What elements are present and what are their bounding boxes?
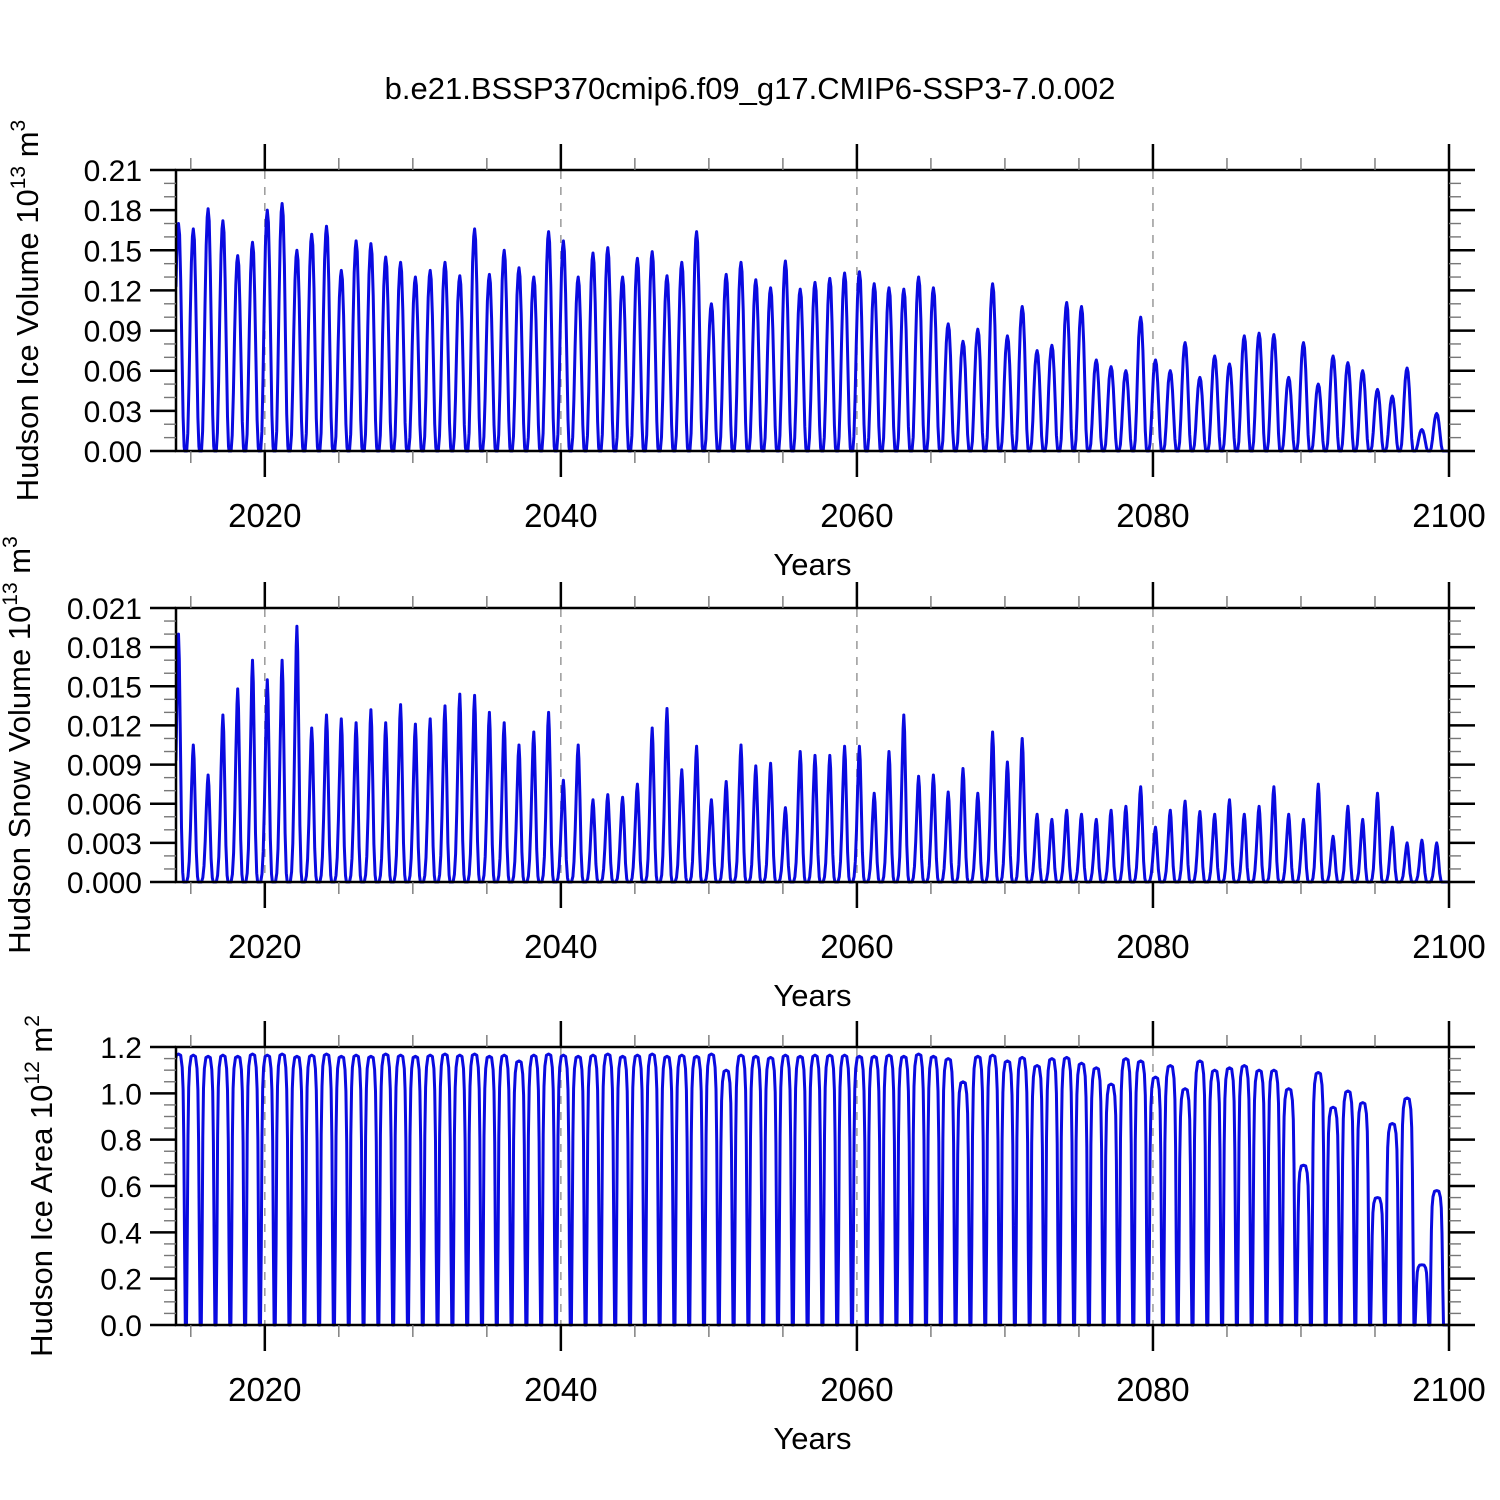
y-axis-label: Hudson Ice Area 1012 m2 bbox=[21, 1015, 59, 1357]
axis-ticks bbox=[150, 1021, 1475, 1351]
y-tick-label: 0.6 bbox=[100, 1171, 142, 1204]
y-tick-label: 1.0 bbox=[100, 1078, 142, 1111]
y-tick-label: 0.03 bbox=[84, 396, 142, 429]
x-tick-labels: 2020 2040 2060 2080 2100 bbox=[228, 497, 1486, 534]
x-tick-label: 2080 bbox=[1116, 928, 1189, 965]
y-tick-label: 0.021 bbox=[67, 593, 142, 626]
x-axis-label: Years bbox=[773, 978, 851, 1013]
y-axis-label: Hudson Ice Volume 1013 m3 bbox=[7, 120, 45, 501]
x-tick-label: 2060 bbox=[820, 928, 893, 965]
y-tick-label: 1.2 bbox=[100, 1032, 142, 1065]
x-tick-label: 2020 bbox=[228, 497, 301, 534]
x-axis-label: Years bbox=[773, 1421, 851, 1456]
y-tick-label: 0.8 bbox=[100, 1125, 142, 1158]
y-tick-label: 0.009 bbox=[67, 750, 142, 783]
y-tick-labels: 0.000 0.003 0.006 0.009 0.012 0.015 0.018 0.021 bbox=[67, 593, 142, 900]
x-tick-labels: 2020 2040 2060 2080 2100 bbox=[228, 928, 1486, 965]
y-tick-labels: 0.0 0.2 0.4 0.6 0.8 1.0 1.2 bbox=[100, 1032, 142, 1343]
axis-ticks bbox=[150, 582, 1475, 908]
y-tick-label: 0.015 bbox=[67, 671, 142, 704]
y-tick-label: 0.00 bbox=[84, 436, 142, 469]
y-tick-label: 0.4 bbox=[100, 1217, 142, 1250]
x-tick-label: 2040 bbox=[524, 497, 597, 534]
y-tick-label: 0.12 bbox=[84, 275, 142, 308]
y-tick-label: 0.18 bbox=[84, 195, 142, 228]
y-tick-label: 0.012 bbox=[67, 710, 142, 743]
x-tick-labels: 2020 2040 2060 2080 2100 bbox=[228, 1371, 1486, 1408]
x-tick-label: 2060 bbox=[820, 497, 893, 534]
y-tick-label: 0.06 bbox=[84, 356, 142, 389]
axis-ticks bbox=[150, 144, 1475, 477]
series-line bbox=[175, 1052, 1450, 1327]
y-tick-label: 0.0 bbox=[100, 1310, 142, 1343]
panel-hudson-ice-volume: 2020 2040 2060 2080 2100Years0.000.030.060.0… bbox=[7, 120, 1486, 582]
y-tick-label: 0.15 bbox=[84, 235, 142, 268]
x-tick-label: 2100 bbox=[1412, 497, 1485, 534]
x-axis-label: Years bbox=[773, 547, 851, 582]
x-tick-label: 2100 bbox=[1412, 928, 1485, 965]
panel-hudson-ice-area: 2020 2040 2060 2080 2100 Years 0.0 0.2 0.4 0.6 0.8… bbox=[21, 1015, 1486, 1456]
y-tick-label: 0.09 bbox=[84, 316, 142, 349]
x-tick-label: 2020 bbox=[228, 928, 301, 965]
y-tick-label: 0.000 bbox=[67, 867, 142, 900]
y-tick-label: 0.21 bbox=[84, 155, 142, 188]
panel-hudson-snow-volume: 2020 2040 2060 2080 2100 Years 0.000 0.003 0.006… bbox=[0, 536, 1486, 1013]
y-tick-labels: 0.00 0.03 0.06 0.09 0.12 0.15 0.18 0.21 bbox=[84, 155, 142, 469]
plot-frame bbox=[174, 168, 1451, 453]
y-tick-label: 0.018 bbox=[67, 632, 142, 665]
x-tick-label: 2040 bbox=[524, 1371, 597, 1408]
x-tick-label: 2080 bbox=[1116, 1371, 1189, 1408]
series-line bbox=[175, 202, 1450, 453]
y-tick-label: 0.003 bbox=[67, 828, 142, 861]
x-tick-label: 2020 bbox=[228, 1371, 301, 1408]
series-line bbox=[175, 624, 1450, 884]
plot-frame bbox=[174, 606, 1451, 884]
x-tick-label: 2100 bbox=[1412, 1371, 1485, 1408]
x-tick-label: 2040 bbox=[524, 928, 597, 965]
figure-title: b.e21.BSSP370cmip6.f09_g17.CMIP6-SSP3-7.… bbox=[385, 71, 1116, 106]
y-tick-label: 0.2 bbox=[100, 1264, 142, 1297]
x-tick-label: 2080 bbox=[1116, 497, 1189, 534]
y-tick-label: 0.006 bbox=[67, 789, 142, 822]
y-axis-label: Hudson Snow Volume 1013 m3 bbox=[0, 536, 37, 954]
gridlines bbox=[264, 1048, 1154, 1324]
x-tick-label: 2060 bbox=[820, 1371, 893, 1408]
